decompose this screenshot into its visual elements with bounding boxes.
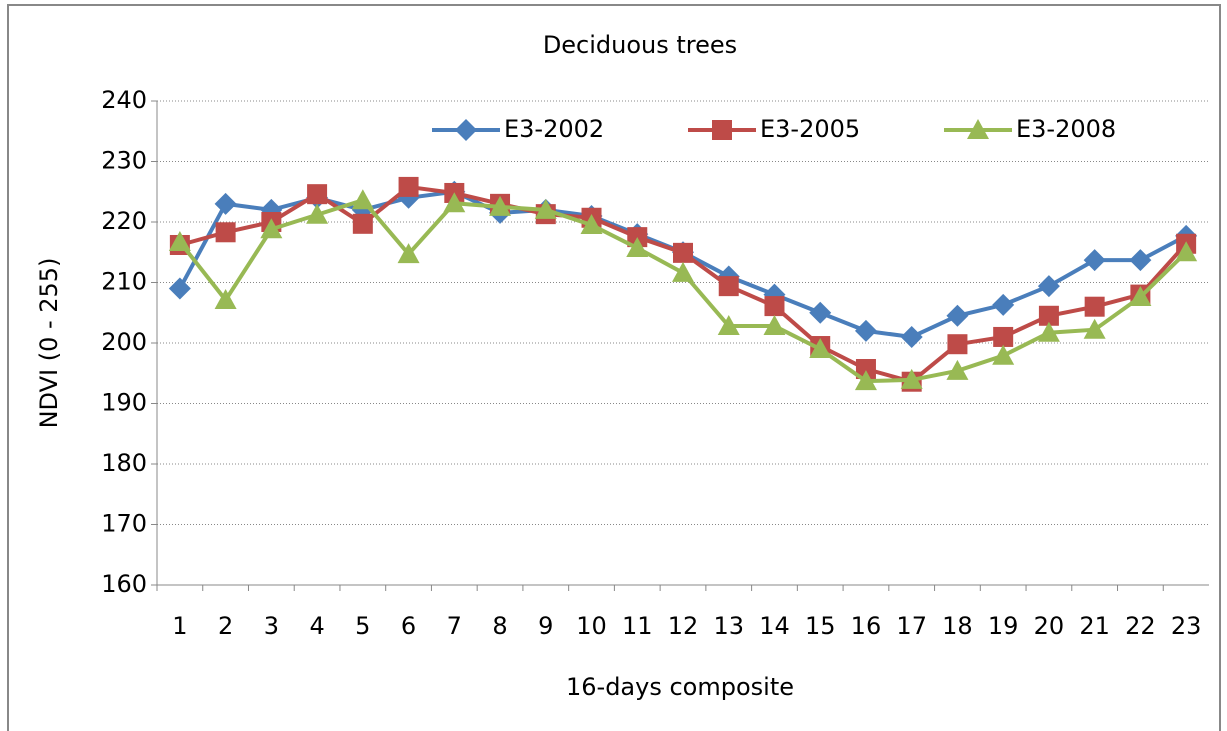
marker — [306, 203, 329, 224]
x-tick-label: 13 — [713, 612, 744, 640]
x-tick-label: 2 — [218, 612, 233, 640]
legend-marker — [967, 119, 989, 139]
y-tick-label: 180 — [101, 449, 147, 477]
y-tick-label: 190 — [101, 389, 147, 417]
x-tick-label: 15 — [805, 612, 836, 640]
y-tick-label: 160 — [101, 570, 147, 598]
marker — [260, 218, 283, 239]
y-tick-label: 230 — [101, 147, 147, 175]
marker — [397, 243, 420, 264]
marker — [947, 334, 968, 355]
x-tick-label: 22 — [1125, 612, 1156, 640]
marker — [854, 319, 877, 342]
marker — [398, 176, 419, 197]
marker — [673, 242, 693, 263]
x-tick-label: 17 — [896, 612, 927, 640]
x-tick-label: 3 — [264, 612, 279, 640]
y-axis-label: NDVI (0 - 255) — [35, 258, 63, 429]
x-tick-label: 14 — [759, 612, 790, 640]
legend-marker — [455, 119, 477, 141]
marker — [1083, 318, 1106, 339]
marker — [1175, 241, 1198, 262]
marker — [580, 214, 603, 235]
x-tick-label: 21 — [1079, 612, 1110, 640]
x-tick-label: 19 — [988, 612, 1019, 640]
marker — [763, 315, 786, 336]
marker — [534, 198, 557, 219]
marker — [993, 326, 1014, 347]
marker — [992, 344, 1015, 365]
y-tick-label: 220 — [101, 207, 147, 235]
legend-label: E3-2008 — [1016, 115, 1116, 143]
marker — [215, 222, 236, 243]
marker — [992, 293, 1015, 316]
marker — [1038, 305, 1059, 326]
marker — [1083, 249, 1106, 272]
marker — [900, 325, 923, 348]
chart-frame — [7, 4, 1221, 731]
marker — [168, 277, 191, 300]
marker — [168, 230, 191, 251]
marker — [946, 304, 969, 327]
marker — [717, 315, 740, 336]
marker — [1084, 296, 1105, 317]
x-tick-label: 1 — [172, 612, 187, 640]
x-tick-label: 11 — [622, 612, 653, 640]
x-tick-label: 8 — [492, 612, 507, 640]
marker — [672, 261, 694, 282]
marker — [352, 213, 373, 234]
marker — [854, 370, 877, 391]
marker — [1129, 286, 1152, 307]
y-tick-label: 240 — [101, 86, 147, 114]
x-tick-label: 12 — [668, 612, 699, 640]
marker — [351, 189, 374, 210]
x-tick-label: 16 — [851, 612, 882, 640]
y-tick-label: 210 — [101, 268, 147, 296]
y-tick-label: 200 — [101, 328, 147, 356]
legend-label: E3-2005 — [760, 115, 860, 143]
legend-marker — [712, 120, 732, 140]
marker — [307, 184, 328, 205]
marker — [1037, 321, 1060, 342]
marker — [900, 368, 923, 389]
x-tick-label: 4 — [309, 612, 324, 640]
marker — [443, 192, 466, 213]
x-tick-label: 5 — [355, 612, 370, 640]
marker — [764, 296, 785, 317]
marker — [809, 301, 832, 324]
marker — [489, 195, 512, 216]
marker — [626, 237, 649, 258]
marker — [1037, 275, 1060, 298]
marker — [1129, 249, 1152, 272]
x-tick-label: 18 — [942, 612, 973, 640]
chart-title: Deciduous trees — [543, 31, 737, 59]
x-tick-label: 10 — [576, 612, 607, 640]
marker — [809, 338, 832, 359]
x-tick-label: 7 — [447, 612, 462, 640]
x-tick-label: 6 — [401, 612, 416, 640]
marker — [214, 192, 237, 215]
x-tick-label: 23 — [1171, 612, 1202, 640]
x-tick-label: 20 — [1034, 612, 1065, 640]
marker — [718, 276, 739, 297]
marker — [214, 289, 237, 310]
marker — [855, 359, 876, 380]
y-tick-label: 170 — [101, 510, 147, 538]
x-tick-label: 9 — [538, 612, 553, 640]
marker — [946, 359, 969, 380]
x-axis-label: 16-days composite — [566, 673, 794, 701]
legend-label: E3-2002 — [504, 115, 604, 143]
